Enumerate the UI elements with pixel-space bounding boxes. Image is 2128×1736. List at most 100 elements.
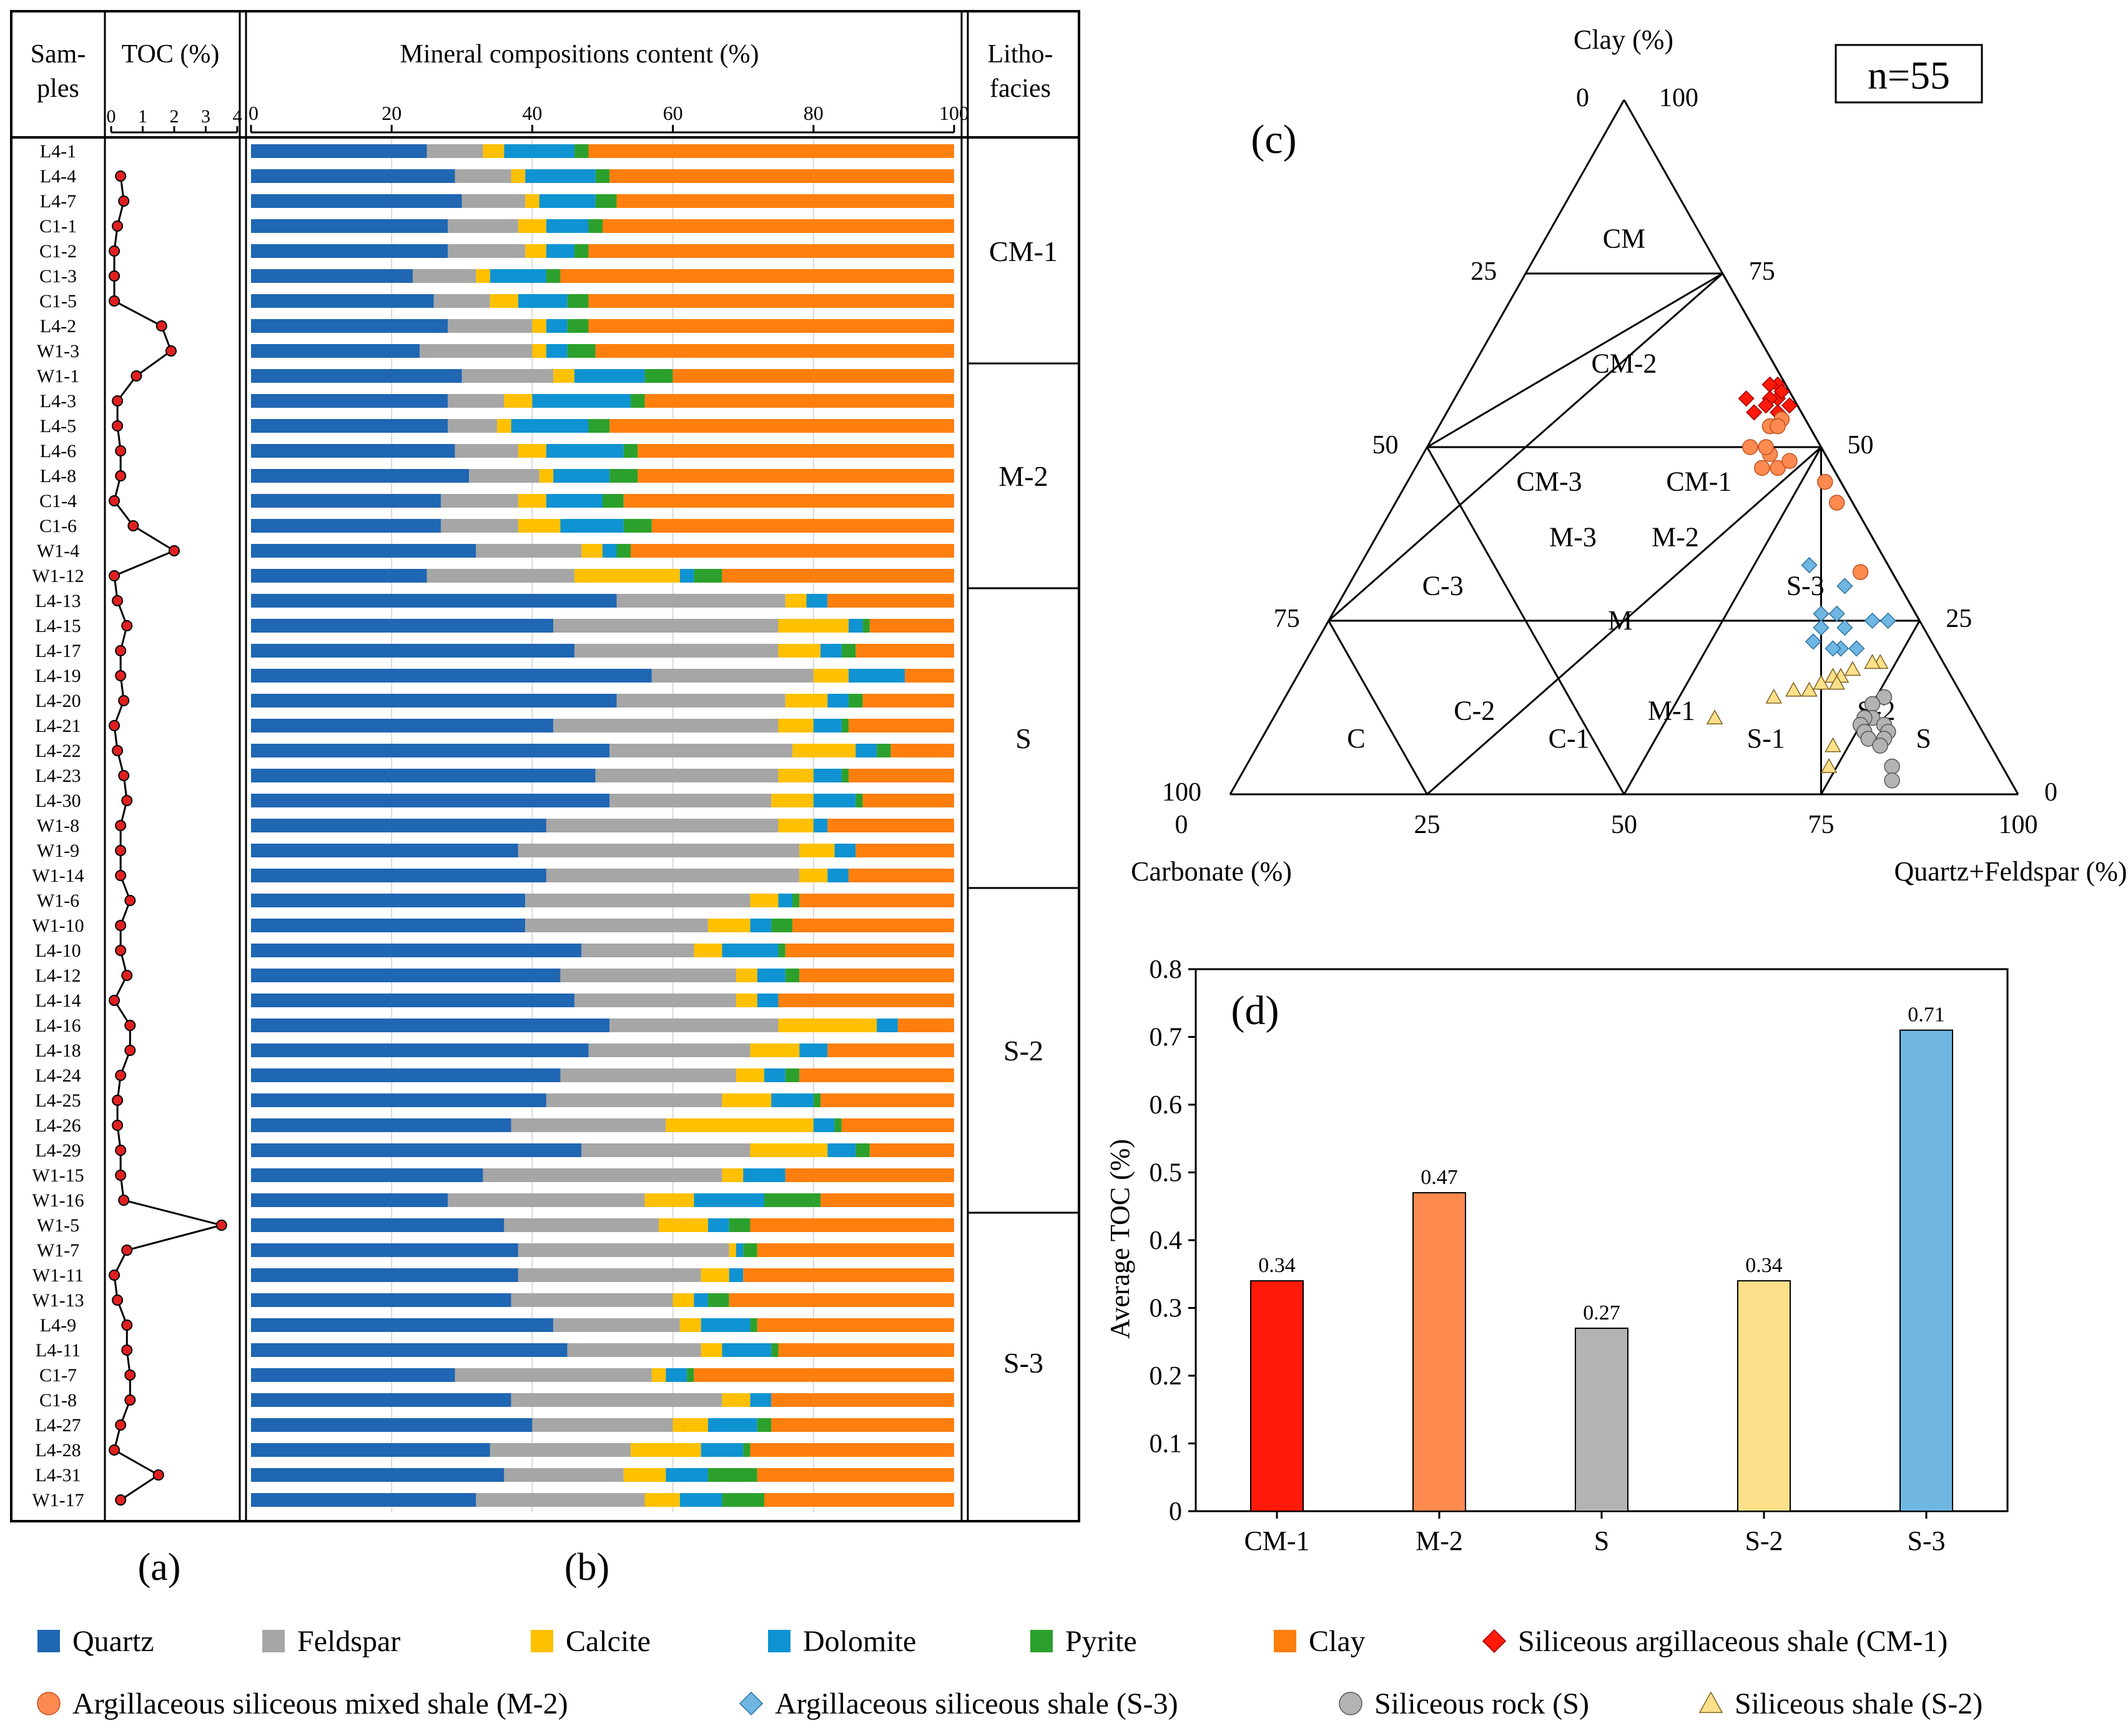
sample-label: L4-23 xyxy=(35,766,81,786)
ternary-region-label: CM-1 xyxy=(1666,466,1731,497)
toc-point xyxy=(121,1319,133,1331)
mineral-bar-quartz xyxy=(251,1243,518,1257)
mineral-bar-quartz xyxy=(251,419,448,433)
toc-point xyxy=(112,395,124,407)
toc-point xyxy=(109,995,121,1006)
sample-label: L4-28 xyxy=(35,1440,81,1461)
mineral-bar-pyrite xyxy=(855,794,863,807)
toc-point xyxy=(112,745,124,756)
ternary-point-s3 xyxy=(1813,605,1830,622)
mineral-bar-clay xyxy=(651,519,954,533)
toc-point xyxy=(112,595,124,606)
ternary-point-s xyxy=(1860,731,1876,747)
mineral-bar-feldspar xyxy=(581,944,694,957)
mineral-bar-calcite xyxy=(750,1043,800,1057)
mineral-bar-calcite xyxy=(672,1293,694,1307)
average-toc-category-label: S xyxy=(1594,1526,1609,1556)
mineral-bar-clay xyxy=(799,894,954,907)
mineral-bar-quartz xyxy=(251,894,526,907)
mineral-bar-calcite xyxy=(799,869,828,882)
mineral-bar-clay xyxy=(841,1118,954,1132)
mineral-bar-quartz xyxy=(251,1093,546,1107)
mineral-bar-pyrite xyxy=(609,469,638,483)
mineral-tick-label: 80 xyxy=(804,102,824,124)
ternary-point-s2 xyxy=(1706,709,1723,725)
toc-point xyxy=(115,1419,127,1431)
mineral-bar-pyrite xyxy=(603,494,624,508)
mineral-bar-calcite xyxy=(490,294,518,308)
mineral-tick-label: 40 xyxy=(522,102,542,124)
toc-axis: 0 1 2 3 4 xyxy=(107,106,242,134)
mineral-bar-feldspar xyxy=(441,519,518,533)
sample-label: W1-14 xyxy=(32,866,84,886)
mineral-bar-dolomite xyxy=(757,969,786,982)
mineral-bar-dolomite xyxy=(834,844,856,857)
toc-point xyxy=(155,320,167,332)
ternary-point-cm1 xyxy=(1781,397,1798,414)
mineral-bar-dolomite xyxy=(743,1168,786,1182)
sample-label: C1-7 xyxy=(39,1365,77,1386)
mineral-bar-calcite xyxy=(532,344,546,358)
toc-point xyxy=(118,1195,130,1206)
toc-tick-label: 0 xyxy=(107,106,116,127)
mineral-bar-feldspar xyxy=(448,244,526,258)
mineral-bar-quartz xyxy=(251,194,462,208)
mineral-bar-clay xyxy=(849,869,954,882)
mineral-bar-calcite xyxy=(729,1243,736,1257)
toc-point xyxy=(124,895,136,906)
mineral-bar-quartz xyxy=(251,1118,511,1132)
toc-point xyxy=(124,1045,136,1056)
mineral-bar-calcite xyxy=(483,144,505,158)
ternary-points xyxy=(1706,376,1900,789)
average-toc-bar-s xyxy=(1575,1328,1628,1512)
sample-labels: L4-1 L4-4 L4-7 C1-1 C1-2 C1-3 C1-5 L4-2 W1-3 W1-1… xyxy=(32,141,84,1511)
mineral-bar-dolomite xyxy=(560,519,624,533)
ternary-region-label: C-3 xyxy=(1422,570,1464,601)
mineral-bar-calcite xyxy=(574,569,680,583)
mineral-bar-dolomite xyxy=(701,1318,751,1332)
ternary-tick-bottom: 25 xyxy=(1414,811,1441,839)
sample-label: W1-11 xyxy=(32,1265,84,1286)
mineral-bar-feldspar xyxy=(532,1418,673,1432)
sample-label: L4-10 xyxy=(35,940,81,961)
sample-label: L4-3 xyxy=(40,391,76,412)
toc-tick-label: 3 xyxy=(201,106,210,127)
mineral-bar-dolomite xyxy=(813,819,828,832)
mineral-bar-quartz xyxy=(251,769,596,782)
mineral-bar-quartz xyxy=(251,544,476,558)
ternary-tick-left: 100 xyxy=(1162,778,1201,807)
mineral-bar-quartz xyxy=(251,1168,483,1182)
mineral-bar-quartz xyxy=(251,1393,511,1407)
mineral-bar-calcite xyxy=(785,594,807,608)
mineral-bar-clay xyxy=(638,444,954,458)
toc-point xyxy=(131,370,142,382)
mineral-bar-dolomite xyxy=(546,319,568,333)
mineral-bar-dolomite xyxy=(820,644,842,658)
mineral-bar-quartz xyxy=(251,819,546,832)
toc-tick-label: 4 xyxy=(233,106,242,127)
mineral-bar-feldspar xyxy=(574,644,779,658)
mineral-bar-quartz xyxy=(251,794,610,807)
ternary-point-s2 xyxy=(1828,674,1846,690)
axis-label-carbonate: Carbonate (%) xyxy=(1131,856,1292,887)
mineral-bar-calcite xyxy=(707,919,751,932)
mineral-bar-clay xyxy=(855,844,954,857)
mineral-bar-clay xyxy=(855,644,954,658)
ternary-point-s3 xyxy=(1801,556,1818,574)
toc-point xyxy=(112,420,124,432)
ternary-point-s3 xyxy=(1864,612,1881,629)
average-toc-bars: 0.34 CM-1 0.47 M-2 0.27 S 0.34 S-2 0.71 S-3 xyxy=(1244,1004,1953,1556)
mineral-bar-feldspar xyxy=(567,1343,701,1357)
mineral-bar-calcite xyxy=(722,1093,772,1107)
average-toc-value-label: 0.27 xyxy=(1583,1301,1620,1324)
ternary-point-s3 xyxy=(1836,578,1853,594)
ternary-region-label: M-1 xyxy=(1648,696,1695,726)
mineral-bar-pyrite xyxy=(595,194,617,208)
mineral-bar-feldspar xyxy=(504,1218,659,1232)
average-toc-bar-s-3 xyxy=(1899,1029,1953,1512)
mineral-bar-quartz xyxy=(251,944,582,957)
sample-label: C1-3 xyxy=(39,266,77,287)
lithofacies-label: S-2 xyxy=(1003,1035,1043,1067)
legend-label: Siliceous argillaceous shale (CM-1) xyxy=(1518,1625,1948,1658)
mineral-bar-feldspar xyxy=(483,1168,722,1182)
